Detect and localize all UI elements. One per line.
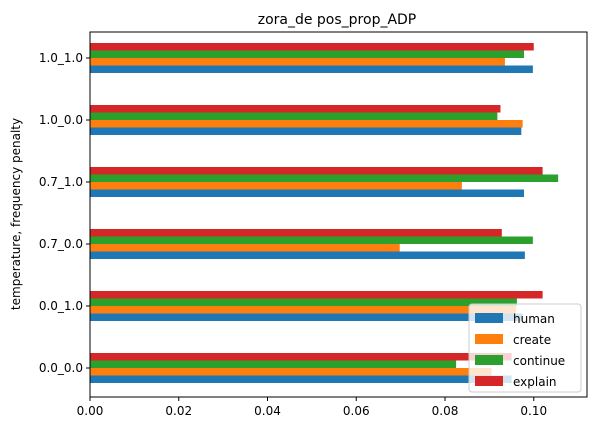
bar-explain-1.0_0.0 bbox=[90, 105, 501, 113]
legend-box bbox=[468, 303, 582, 393]
bar-explain-1.0_1.0 bbox=[90, 43, 534, 51]
x-axis: 0.00 0.02 0.04 0.06 0.08 0.10 bbox=[77, 397, 547, 418]
y-axis: 0.0_0.0 0.0_1.0 0.7_0.0 0.7_1.0 1.0_0.0 1.0_1… bbox=[39, 51, 90, 375]
x-tick-label: 0.10 bbox=[520, 404, 547, 418]
y-tick-label: 0.7_1.0 bbox=[39, 175, 83, 189]
x-tick-label: 0.00 bbox=[77, 404, 104, 418]
bar-human-1.0_1.0 bbox=[90, 65, 533, 73]
legend-swatch-create bbox=[475, 334, 503, 344]
bar-explain-0.7_1.0 bbox=[90, 167, 543, 175]
bar-human-0.0_0.0 bbox=[90, 375, 512, 383]
bar-human-0.7_1.0 bbox=[90, 189, 524, 197]
bar-human-0.7_0.0 bbox=[90, 251, 525, 259]
bars-group bbox=[90, 43, 559, 383]
bar-create-0.0_1.0 bbox=[90, 306, 516, 314]
x-tick-label: 0.08 bbox=[432, 404, 459, 418]
bar-create-0.7_1.0 bbox=[90, 182, 462, 190]
legend-label-create: create bbox=[513, 333, 551, 347]
x-tick-label: 0.04 bbox=[254, 404, 281, 418]
legend-label-explain: explain bbox=[513, 375, 557, 389]
bar-human-0.0_1.0 bbox=[90, 313, 523, 321]
plot-frame bbox=[89, 31, 588, 398]
legend: human create continue explain bbox=[468, 303, 582, 393]
bar-create-0.7_0.0 bbox=[90, 244, 400, 252]
bar-continue-0.0_0.0 bbox=[90, 360, 457, 368]
bar-explain-0.0_1.0 bbox=[90, 291, 543, 299]
bar-create-0.0_0.0 bbox=[90, 368, 492, 376]
legend-swatch-human bbox=[475, 313, 503, 323]
bar-explain-0.0_0.0 bbox=[90, 353, 512, 361]
y-tick-label: 1.0_0.0 bbox=[39, 113, 83, 127]
legend-label-continue: continue bbox=[513, 354, 565, 368]
y-tick-label: 0.7_0.0 bbox=[39, 237, 83, 251]
chart-title: zora_de pos_prop_ADP bbox=[258, 12, 417, 28]
y-tick-label: 1.0_1.0 bbox=[39, 51, 83, 65]
y-axis-title: temperature, frequency penalty bbox=[9, 118, 23, 310]
legend-label-human: human bbox=[513, 312, 555, 326]
legend-swatch-explain bbox=[475, 376, 503, 386]
bar-continue-0.7_0.0 bbox=[90, 236, 533, 244]
bar-continue-1.0_0.0 bbox=[90, 112, 498, 120]
bar-continue-0.7_1.0 bbox=[90, 174, 559, 182]
bar-explain-0.7_0.0 bbox=[90, 229, 502, 237]
bar-human-1.0_0.0 bbox=[90, 127, 522, 135]
x-tick-label: 0.02 bbox=[165, 404, 192, 418]
legend-swatch-continue bbox=[475, 355, 503, 365]
x-tick-label: 0.06 bbox=[343, 404, 370, 418]
bar-create-1.0_0.0 bbox=[90, 120, 523, 128]
bar-continue-0.0_1.0 bbox=[90, 298, 517, 306]
bar-continue-1.0_1.0 bbox=[90, 50, 524, 58]
bar-create-1.0_1.0 bbox=[90, 58, 505, 66]
y-tick-label: 0.0_0.0 bbox=[39, 361, 83, 375]
y-tick-label: 0.0_1.0 bbox=[39, 299, 83, 313]
